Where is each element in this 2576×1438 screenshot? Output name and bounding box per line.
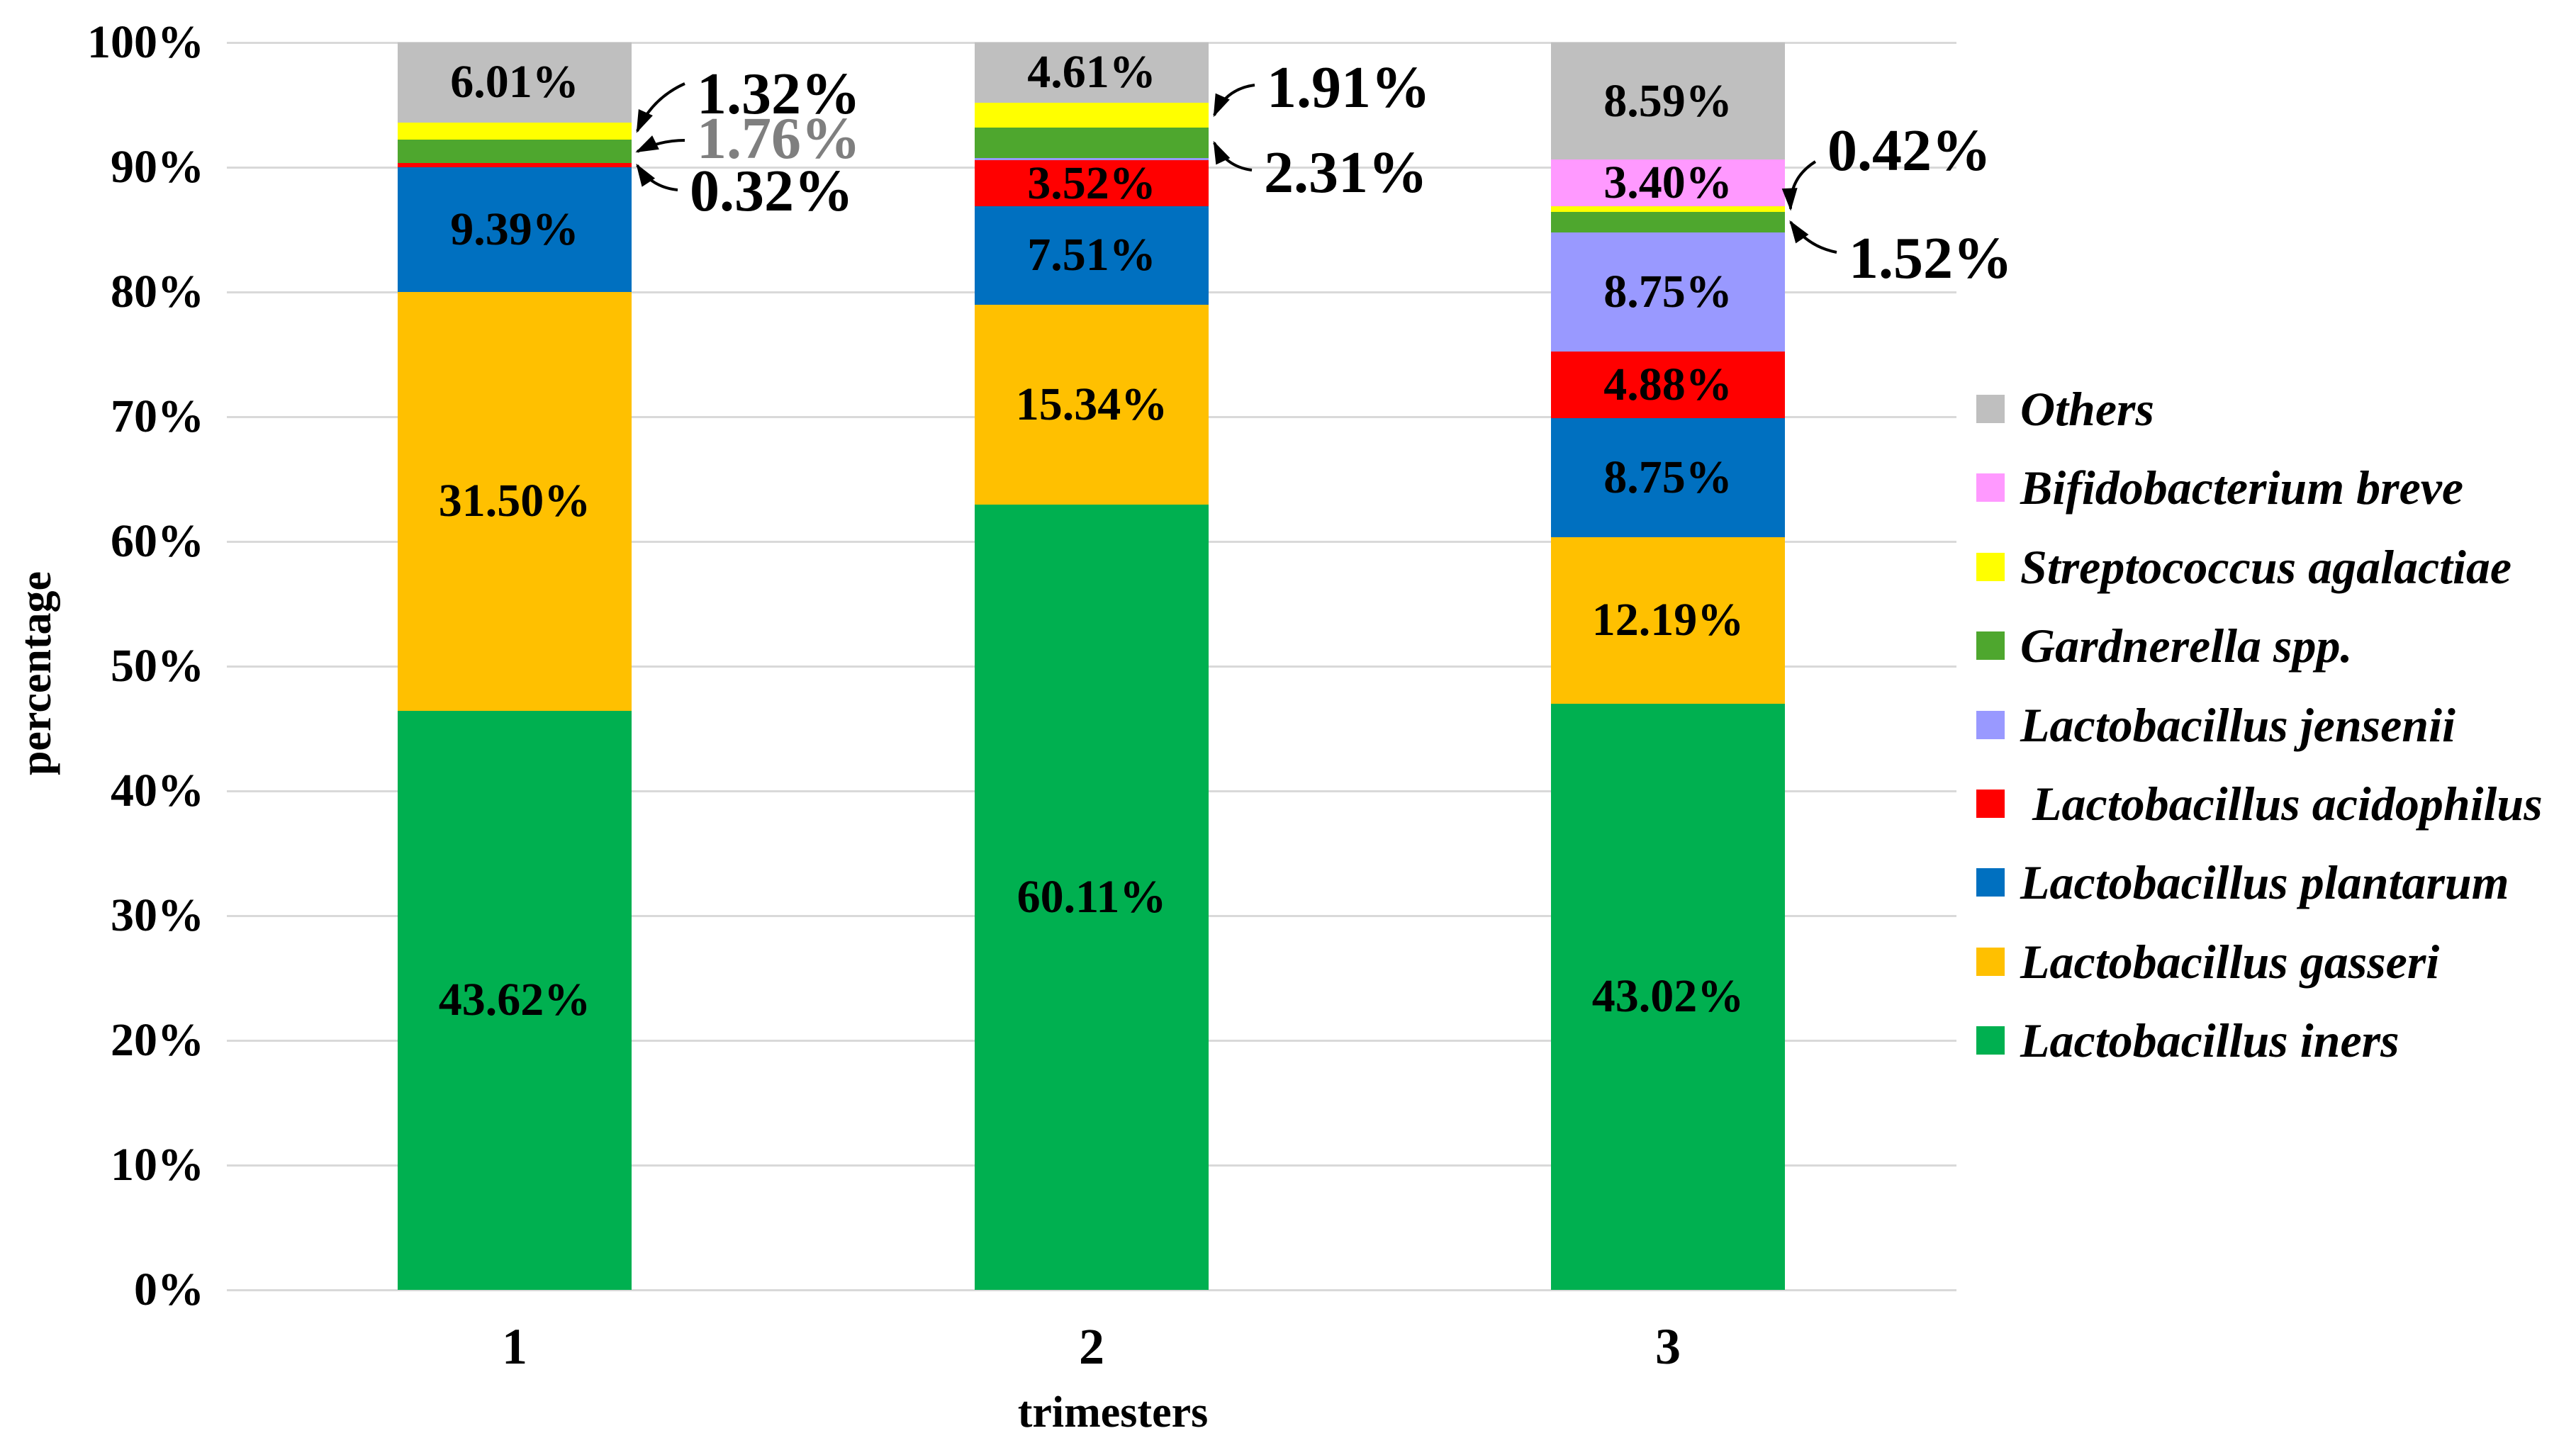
legend-label-others: Others: [2020, 382, 2154, 436]
callout-arrow-1.76: [635, 135, 685, 153]
legend-swatch-lactobacillus-acidophilus: [1976, 790, 2005, 818]
callout-label-1.52: 1.52%: [1849, 225, 2012, 291]
callout-label-1.76: 1.76%: [697, 106, 861, 172]
y-tick-label-20%: 20%: [111, 1014, 204, 1066]
y-tick-label-90%: 90%: [111, 141, 204, 193]
bar3-segment-bifidobacterium-breve: [1551, 159, 1785, 206]
bar-segment-label: 3.52%: [1027, 157, 1156, 209]
bar1-segment-lactobacillus-iners: [398, 710, 632, 1290]
callout-label-0.42: 0.42%: [1827, 118, 1991, 184]
bar-segment-label: 15.34%: [1015, 378, 1168, 430]
legend-label-lactobacillus-acidophilus: Lactobacillus acidophilus: [2020, 777, 2543, 831]
bar3-segment-streptococcus-agalactiae: [1551, 206, 1785, 212]
callout-arrow-1.32: [636, 82, 685, 133]
legend-swatch-lactobacillus-gasseri: [1976, 947, 2005, 976]
y-tick-label-0%: 0%: [134, 1264, 204, 1315]
bar3-segment-lactobacillus-gasseri: [1551, 537, 1785, 704]
bar-segment-label: 12.19%: [1591, 594, 1745, 646]
bar3-segment-lactobacillus-iners: [1551, 703, 1785, 1290]
callout-label-0.32: 0.32%: [690, 158, 853, 224]
bar-segment-label: 31.50%: [438, 475, 591, 527]
bar1-segment-lactobacillus-acidophilus: [398, 163, 632, 168]
bar-segment-label: 8.59%: [1603, 74, 1732, 127]
legend-item-streptococcus-agalactiae: Streptococcus agalactiae: [1976, 541, 2511, 593]
gridline-0%: [227, 1288, 1956, 1291]
y-tick-label-100%: 100%: [87, 16, 204, 68]
bar2-segment-gardnerella-spp: [975, 128, 1209, 158]
legend-swatch-lactobacillus-iners: [1976, 1026, 2005, 1055]
bar2-segment-lactobacillus-gasseri: [975, 304, 1209, 505]
callout-label-1.32: 1.32%: [697, 61, 861, 127]
legend-swatch-lactobacillus-jensenii: [1976, 710, 2005, 739]
legend-item-bifidobacterium-breve: Bifidobacterium breve: [1976, 461, 2463, 514]
legend-swatch-bifidobacterium-breve: [1976, 473, 2005, 502]
legend-label-gardnerella-spp: Gardnerella spp.: [2020, 619, 2353, 673]
bar1-segment-others: [398, 43, 632, 123]
legend-item-lactobacillus-jensenii: Lactobacillus jensenii: [1976, 699, 2455, 751]
bar-segment-label: 6.01%: [450, 56, 579, 108]
bar1-segment-lactobacillus-gasseri: [398, 292, 632, 711]
legend-item-lactobacillus-plantarum: Lactobacillus plantarum: [1976, 856, 2509, 909]
y-tick-label-60%: 60%: [111, 515, 204, 567]
bar3-segment-gardnerella-spp: [1551, 211, 1785, 232]
bar3-segment-lactobacillus-plantarum: [1551, 418, 1785, 538]
callout-label-2.31: 2.31%: [1264, 140, 1428, 206]
callout-arrow-1.52: [1789, 220, 1837, 254]
legend-label-lactobacillus-iners: Lactobacillus iners: [2020, 1013, 2399, 1068]
x-tick-label-1: 1: [502, 1318, 527, 1375]
callout-arrow-0.42: [1781, 160, 1817, 211]
bar-segment-label: 7.51%: [1027, 229, 1156, 281]
x-tick-label-3: 3: [1655, 1318, 1681, 1375]
bar2-segment-streptococcus-agalactiae: [975, 102, 1209, 128]
bar2-segment-lactobacillus-jensenii: [975, 157, 1209, 161]
callout-arrow-0.32: [636, 163, 678, 191]
bar-segment-label: 60.11%: [1017, 871, 1167, 923]
bar-segment-label: 8.75%: [1603, 451, 1732, 504]
bar1-segment-lactobacillus-plantarum: [398, 167, 632, 293]
legend-item-others: Others: [1976, 383, 2154, 435]
legend-item-lactobacillus-acidophilus: Lactobacillus acidophilus: [1976, 777, 2543, 830]
y-tick-label-40%: 40%: [111, 765, 204, 816]
legend-swatch-streptococcus-agalactiae: [1976, 552, 2005, 581]
bar-segment-label: 4.88%: [1603, 359, 1732, 411]
legend-swatch-lactobacillus-plantarum: [1976, 868, 2005, 897]
legend-swatch-others: [1976, 395, 2005, 423]
bar-segment-label: 43.02%: [1591, 970, 1745, 1023]
y-tick-label-10%: 10%: [111, 1139, 204, 1191]
bar-segment-label: 3.40%: [1603, 156, 1732, 208]
bar2-segment-others: [975, 43, 1209, 103]
bar3-segment-others: [1551, 43, 1785, 160]
y-axis-title: percentage: [12, 571, 60, 776]
bar-segment-label: 43.62%: [438, 974, 591, 1026]
legend-item-gardnerella-spp: Gardnerella spp.: [1976, 619, 2352, 672]
legend-item-lactobacillus-iners: Lactobacillus iners: [1976, 1014, 2399, 1067]
legend-item-lactobacillus-gasseri: Lactobacillus gasseri: [1976, 936, 2439, 988]
bar-segment-label: 9.39%: [450, 203, 579, 256]
legend-label-lactobacillus-gasseri: Lactobacillus gasseri: [2020, 934, 2440, 989]
legend-swatch-gardnerella-spp: [1976, 631, 2005, 661]
y-tick-label-80%: 80%: [111, 266, 204, 318]
bar2-segment-lactobacillus-iners: [975, 505, 1209, 1290]
bar3-segment-lactobacillus-acidophilus: [1551, 352, 1785, 418]
legend-label-bifidobacterium-breve: Bifidobacterium breve: [2020, 461, 2464, 515]
x-axis-title: trimesters: [1017, 1388, 1209, 1437]
y-tick-label-30%: 30%: [111, 889, 204, 941]
bar2-segment-lactobacillus-plantarum: [975, 206, 1209, 305]
bar2-segment-lactobacillus-acidophilus: [975, 160, 1209, 207]
bar1-segment-streptococcus-agalactiae: [398, 122, 632, 140]
bar-segment-label: 8.75%: [1603, 266, 1732, 318]
legend-label-lactobacillus-jensenii: Lactobacillus jensenii: [2020, 697, 2455, 752]
bar-segment-label: 4.61%: [1027, 46, 1156, 99]
y-tick-label-70%: 70%: [111, 391, 204, 442]
legend-label-streptococcus-agalactiae: Streptococcus agalactiae: [2020, 539, 2512, 594]
legend-label-lactobacillus-plantarum: Lactobacillus plantarum: [2020, 855, 2509, 910]
y-tick-label-50%: 50%: [111, 640, 204, 692]
callout-label-1.91: 1.91%: [1267, 55, 1430, 120]
callout-arrow-1.91: [1213, 84, 1255, 118]
bar3-segment-lactobacillus-jensenii: [1551, 232, 1785, 352]
bar1-segment-gardnerella-spp: [398, 140, 632, 164]
x-tick-label-2: 2: [1079, 1318, 1104, 1375]
